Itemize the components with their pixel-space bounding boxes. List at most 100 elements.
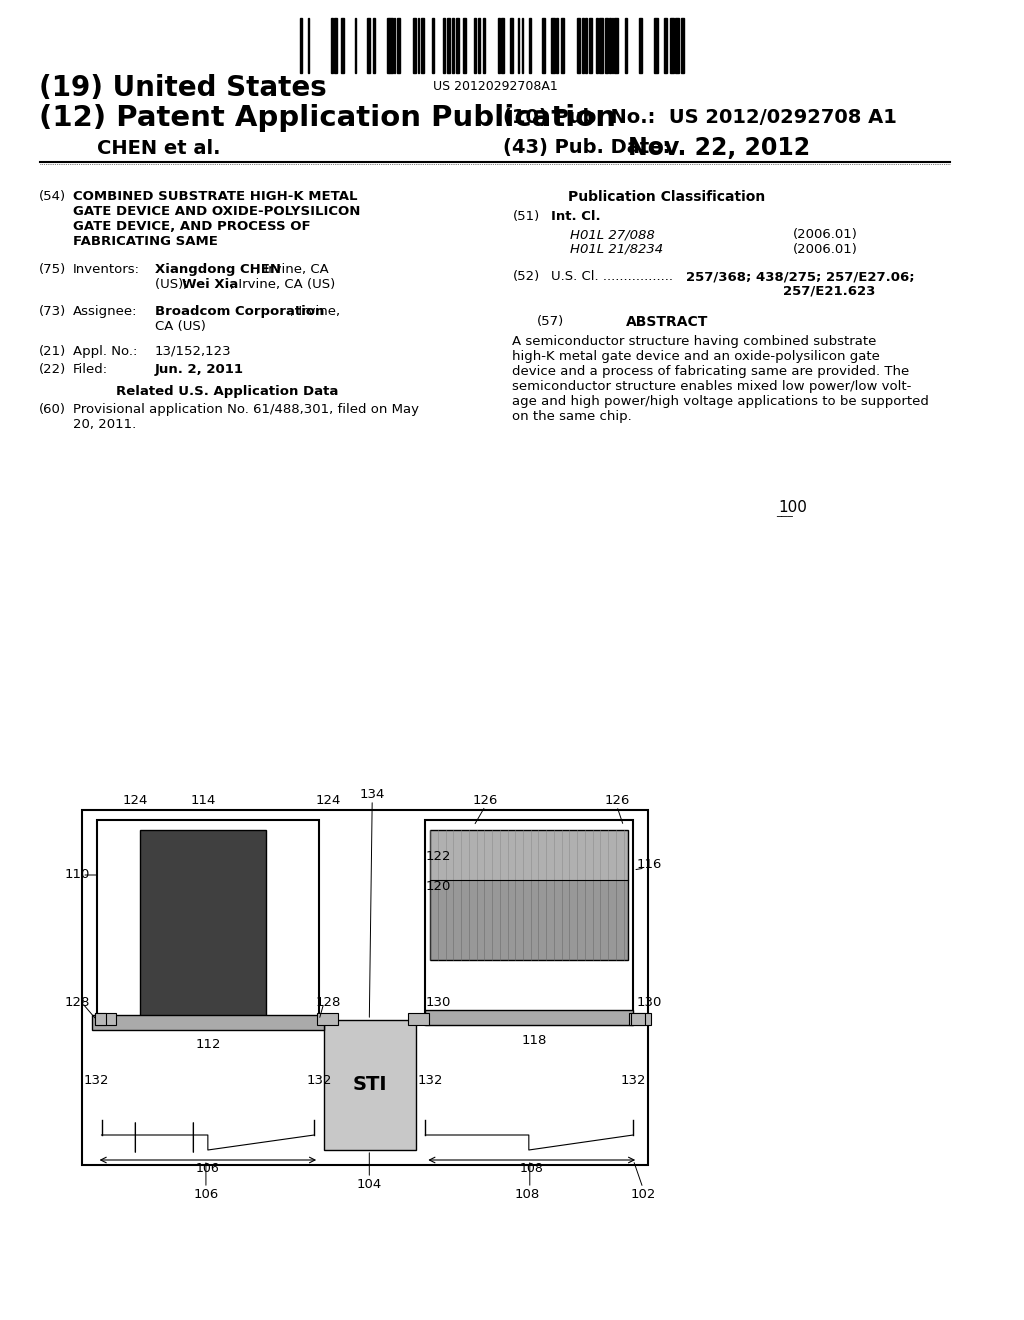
Text: GATE DEVICE, AND PROCESS OF: GATE DEVICE, AND PROCESS OF bbox=[73, 220, 310, 234]
Text: age and high power/high voltage applications to be supported: age and high power/high voltage applicat… bbox=[512, 395, 929, 408]
Text: 106: 106 bbox=[194, 1188, 218, 1201]
Text: semiconductor structure enables mixed low power/low volt-: semiconductor structure enables mixed lo… bbox=[512, 380, 911, 393]
Bar bbox=[307, 18, 308, 73]
Text: 124: 124 bbox=[123, 793, 148, 807]
Bar bbox=[331, 18, 333, 73]
Bar bbox=[551, 18, 555, 73]
Text: 130: 130 bbox=[425, 997, 451, 1010]
Text: Filed:: Filed: bbox=[73, 363, 108, 376]
Bar bbox=[324, 1020, 416, 1150]
Bar bbox=[421, 18, 424, 73]
Bar bbox=[96, 820, 319, 1026]
Text: 128: 128 bbox=[65, 997, 90, 1010]
Text: 110: 110 bbox=[65, 869, 90, 882]
Bar bbox=[334, 18, 337, 73]
FancyBboxPatch shape bbox=[82, 810, 648, 1166]
Bar bbox=[626, 18, 628, 73]
Bar bbox=[654, 18, 657, 73]
Bar bbox=[425, 1010, 633, 1026]
Text: CHEN et al.: CHEN et al. bbox=[96, 139, 220, 157]
Bar bbox=[676, 18, 679, 73]
Text: (2006.01): (2006.01) bbox=[793, 243, 858, 256]
Bar bbox=[612, 18, 613, 73]
Text: 126: 126 bbox=[604, 793, 630, 807]
Text: 128: 128 bbox=[316, 997, 341, 1010]
Text: (43) Pub. Date:: (43) Pub. Date: bbox=[503, 139, 670, 157]
Text: high-K metal gate device and an oxide-polysilicon gate: high-K metal gate device and an oxide-po… bbox=[512, 350, 881, 363]
Bar bbox=[518, 18, 519, 73]
Bar bbox=[367, 18, 370, 73]
Text: 132: 132 bbox=[306, 1073, 332, 1086]
Text: 134: 134 bbox=[359, 788, 385, 801]
Text: 124: 124 bbox=[316, 793, 341, 807]
Text: GATE DEVICE AND OXIDE-POLYSILICON: GATE DEVICE AND OXIDE-POLYSILICON bbox=[73, 205, 359, 218]
Text: US 20120292708A1: US 20120292708A1 bbox=[432, 81, 557, 94]
Bar bbox=[447, 18, 450, 73]
Text: CA (US): CA (US) bbox=[155, 319, 206, 333]
Text: Provisional application No. 61/488,301, filed on May: Provisional application No. 61/488,301, … bbox=[73, 403, 419, 416]
Text: A semiconductor structure having combined substrate: A semiconductor structure having combine… bbox=[512, 335, 877, 348]
Text: (22): (22) bbox=[39, 363, 66, 376]
Bar bbox=[599, 18, 603, 73]
Text: 122: 122 bbox=[425, 850, 451, 863]
Bar bbox=[474, 18, 476, 73]
Text: 132: 132 bbox=[418, 1073, 443, 1086]
Text: FABRICATING SAME: FABRICATING SAME bbox=[73, 235, 217, 248]
Bar bbox=[681, 18, 684, 73]
Text: 104: 104 bbox=[356, 1179, 382, 1192]
Text: (51): (51) bbox=[512, 210, 540, 223]
Bar bbox=[300, 18, 302, 73]
Text: (57): (57) bbox=[537, 315, 564, 327]
Bar bbox=[387, 18, 389, 73]
Bar bbox=[585, 18, 587, 73]
Bar bbox=[605, 18, 607, 73]
Bar bbox=[443, 18, 444, 73]
Text: Publication Classification: Publication Classification bbox=[568, 190, 766, 205]
Text: 106: 106 bbox=[196, 1162, 220, 1175]
Bar bbox=[463, 18, 466, 73]
Text: Inventors:: Inventors: bbox=[73, 263, 139, 276]
Text: Wei Xia: Wei Xia bbox=[181, 279, 238, 290]
Bar bbox=[556, 18, 558, 73]
Bar bbox=[589, 18, 592, 73]
Text: 100: 100 bbox=[778, 500, 807, 516]
Bar bbox=[511, 18, 513, 73]
Text: 132: 132 bbox=[84, 1073, 110, 1086]
Bar bbox=[632, 1012, 645, 1026]
Text: Assignee:: Assignee: bbox=[73, 305, 137, 318]
Text: Broadcom Corporation: Broadcom Corporation bbox=[155, 305, 324, 318]
Bar bbox=[502, 18, 505, 73]
Text: Jun. 2, 2011: Jun. 2, 2011 bbox=[155, 363, 244, 376]
Bar bbox=[528, 18, 530, 73]
Bar bbox=[498, 18, 501, 73]
Text: 257/E21.623: 257/E21.623 bbox=[783, 285, 876, 298]
Bar bbox=[95, 1012, 116, 1026]
Bar bbox=[418, 18, 419, 73]
Bar bbox=[542, 18, 545, 73]
Text: 132: 132 bbox=[621, 1073, 646, 1086]
Text: (19) United States: (19) United States bbox=[39, 74, 327, 102]
Bar bbox=[630, 1012, 650, 1026]
Bar bbox=[425, 820, 633, 1026]
Bar bbox=[373, 18, 376, 73]
Text: 118: 118 bbox=[522, 1034, 547, 1047]
Text: ABSTRACT: ABSTRACT bbox=[626, 315, 709, 329]
Text: Int. Cl.: Int. Cl. bbox=[551, 210, 601, 223]
Bar bbox=[609, 18, 611, 73]
Bar bbox=[432, 18, 434, 73]
Text: 20, 2011.: 20, 2011. bbox=[73, 418, 136, 432]
Text: 13/152,123: 13/152,123 bbox=[155, 345, 231, 358]
Bar bbox=[453, 18, 454, 73]
Bar bbox=[389, 18, 393, 73]
Text: Related U.S. Application Data: Related U.S. Application Data bbox=[116, 385, 338, 399]
Text: Nov. 22, 2012: Nov. 22, 2012 bbox=[629, 136, 811, 160]
Text: (12) Patent Application Publication: (12) Patent Application Publication bbox=[39, 104, 615, 132]
Text: , Irvine, CA (US): , Irvine, CA (US) bbox=[230, 279, 335, 290]
Bar bbox=[317, 1012, 338, 1026]
Text: 130: 130 bbox=[637, 997, 663, 1010]
Bar bbox=[483, 18, 485, 73]
Text: (2006.01): (2006.01) bbox=[793, 228, 858, 242]
Bar bbox=[414, 18, 416, 73]
Bar bbox=[614, 18, 617, 73]
Text: , Irvine,: , Irvine, bbox=[290, 305, 340, 318]
